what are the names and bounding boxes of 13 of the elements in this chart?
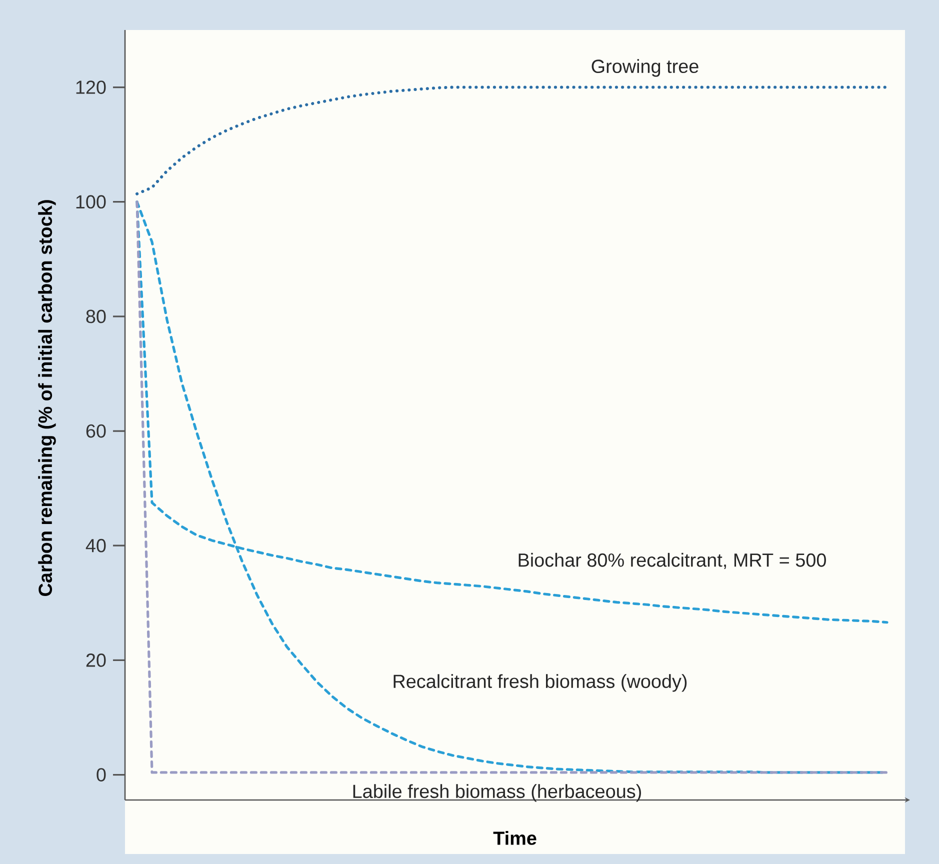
y-axis-title: Carbon remaining (% of initial carbon stock) xyxy=(38,200,56,596)
y-tick-label: 0 xyxy=(96,768,106,782)
x-axis-title: Time xyxy=(493,831,536,845)
text: Recalcitrant fresh biomass (woody) xyxy=(394,674,687,692)
y-tick-label: 80 xyxy=(86,310,106,324)
y-tick-label: 40 xyxy=(86,538,106,552)
series-label: Biochar 80% recalcitrant, MRT = 500 xyxy=(518,552,826,570)
series-label: Growing tree xyxy=(592,59,698,77)
y-tick-label: 60 xyxy=(86,424,106,438)
y-tick-label: 20 xyxy=(86,653,106,667)
series-label: Labile fresh biomass (herbaceous) xyxy=(353,784,641,802)
y-tick-label: 120 xyxy=(76,80,106,94)
y-tick-label: 100 xyxy=(76,195,106,209)
